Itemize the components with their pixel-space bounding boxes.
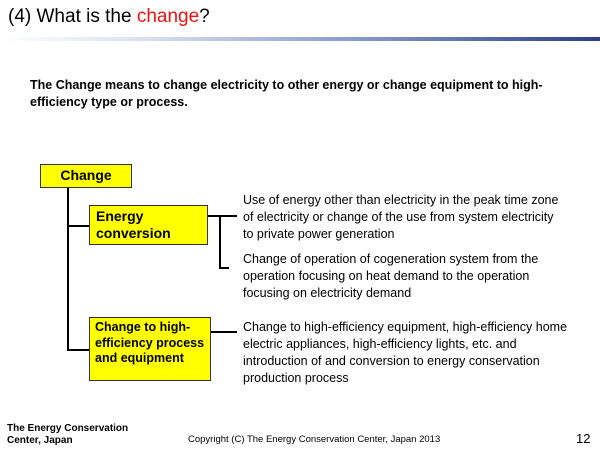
energy-description-2: Change of operation of cogeneration syst… [243, 252, 539, 300]
tree-branch-energy [67, 225, 89, 227]
equipment-description: Change to high-efficiency equipment, hig… [243, 320, 568, 385]
energy-conversion-box: Energy conversion [89, 205, 208, 245]
title-prefix: (4) What is the [8, 6, 137, 27]
tree-branch-equipment [67, 349, 89, 351]
tree-trunk-line [67, 188, 69, 350]
title-rule [0, 37, 600, 41]
footer-organization: The Energy Conservation Center, Japan [7, 423, 129, 446]
equipment-connector [211, 331, 237, 333]
equipment-box: Change to high-efficiency process and eq… [89, 317, 211, 381]
energy-bracket [219, 215, 221, 268]
intro-text: The Change means to change electricity t… [30, 78, 543, 109]
footer-copyright: Copyright (C) The Energy Conservation Ce… [188, 434, 441, 445]
energy-bracket-top [219, 215, 237, 217]
page-title: (4) What is the change? [8, 6, 210, 28]
title-suffix: ? [199, 6, 210, 27]
change-box: Change [40, 164, 132, 188]
title-highlight: change [136, 6, 200, 27]
energy-description-1: Use of energy other than electricity in … [243, 193, 559, 241]
page-number: 12 [576, 431, 591, 446]
energy-connector [208, 215, 220, 217]
energy-bracket-bottom [219, 267, 229, 269]
